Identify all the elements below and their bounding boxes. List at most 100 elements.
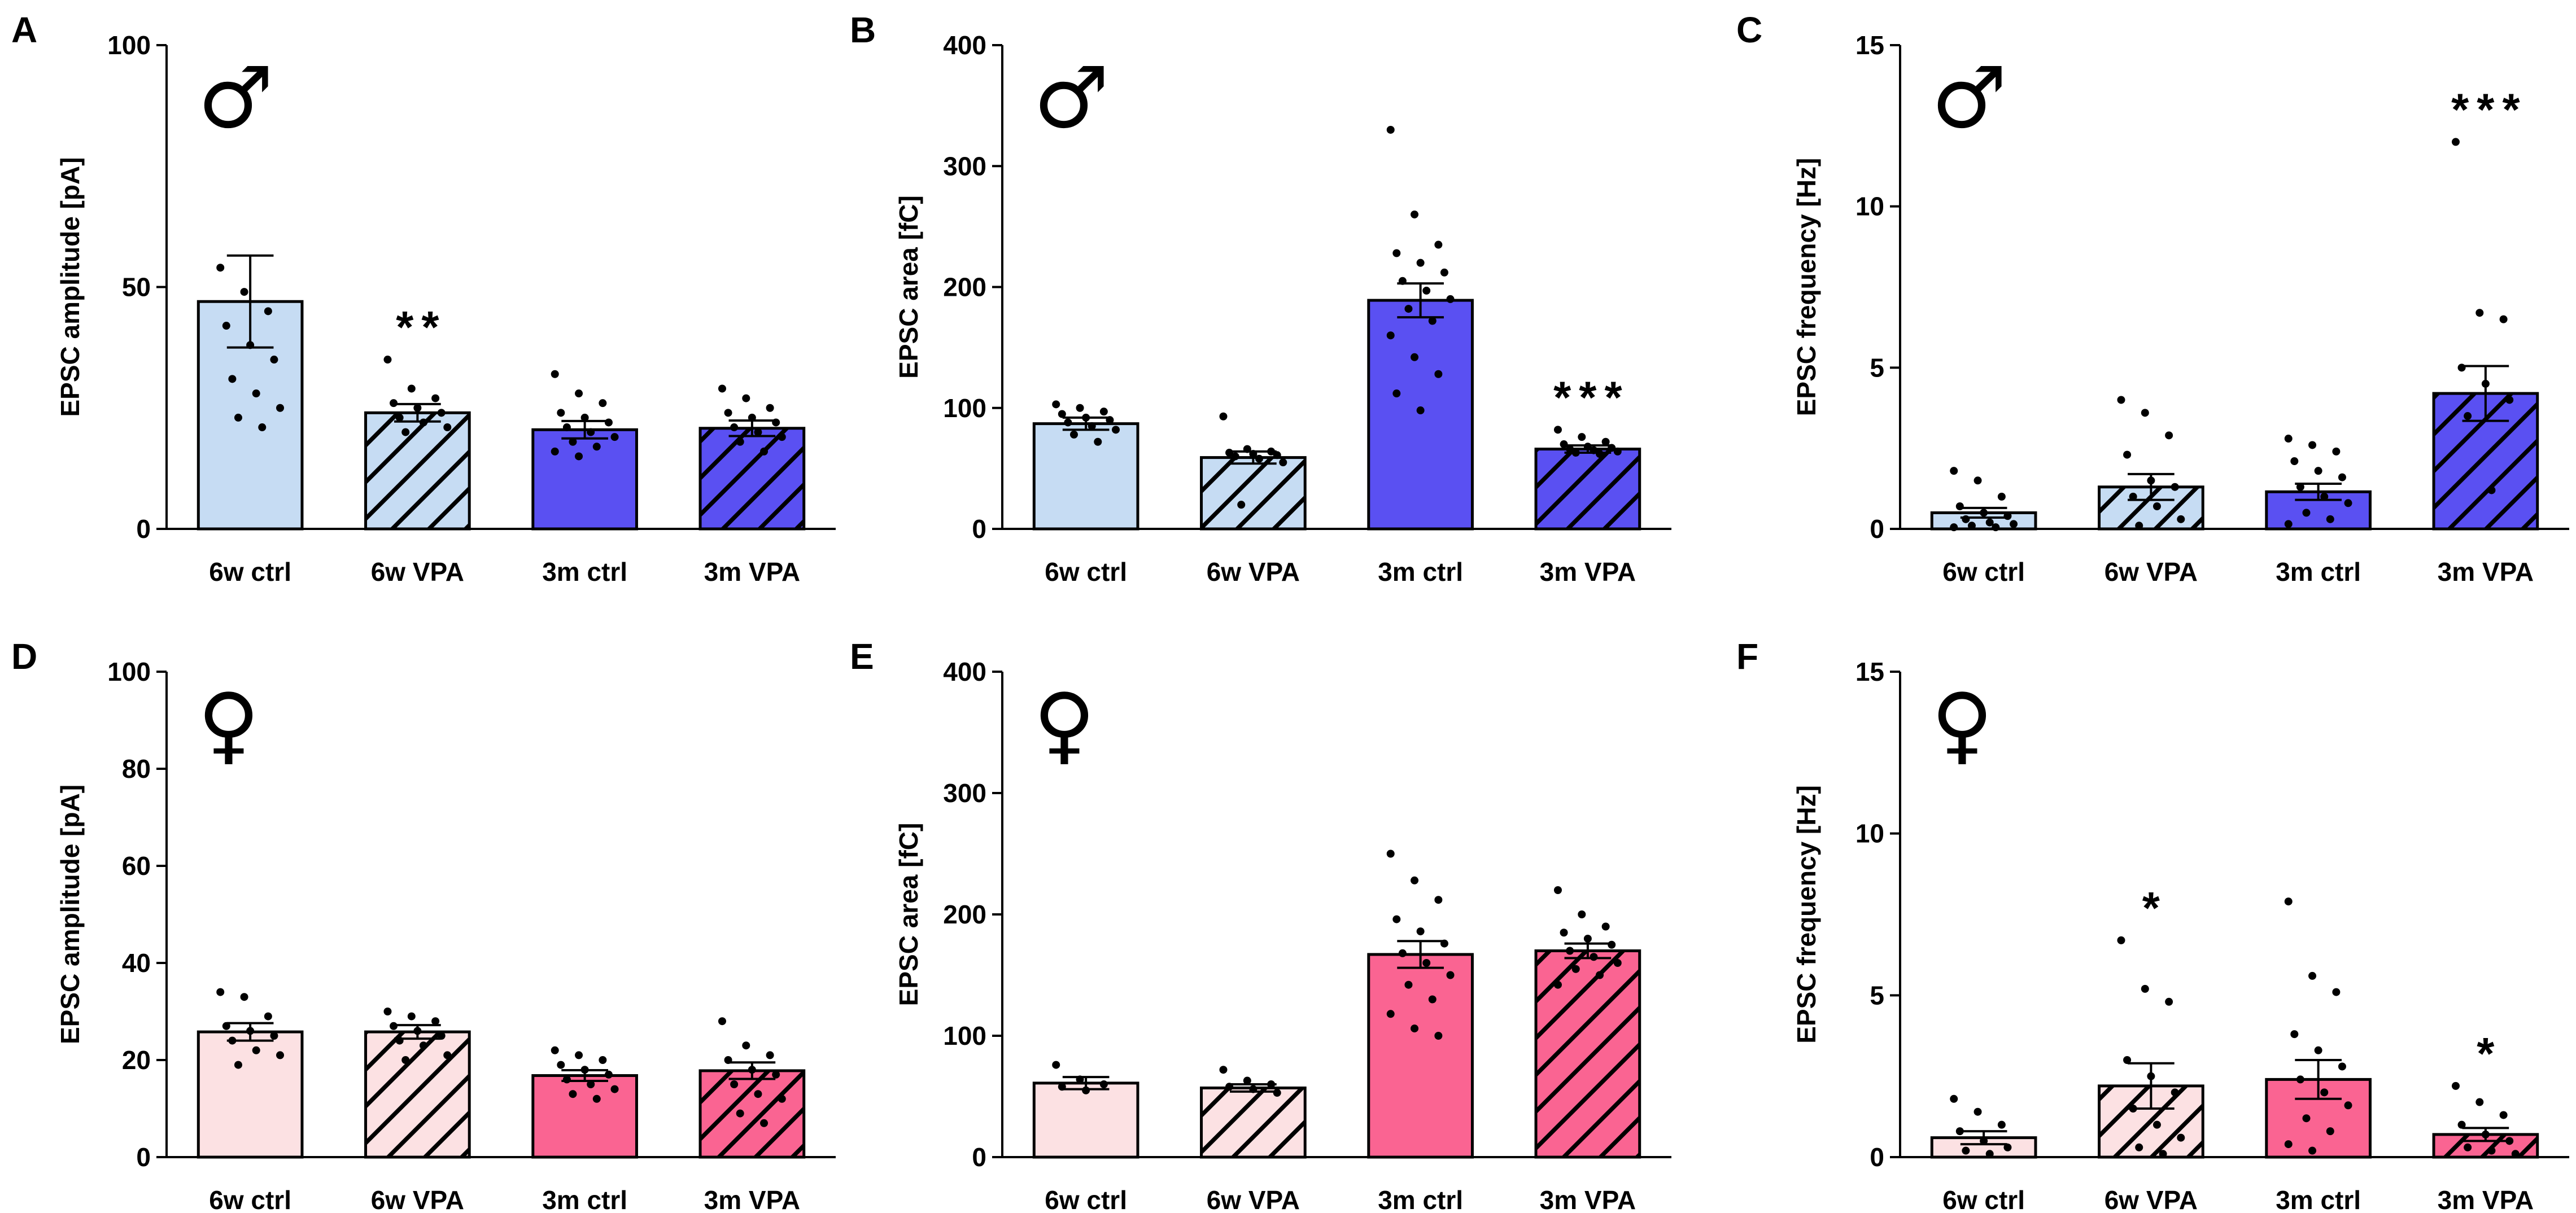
y-tick-label: 15	[1855, 30, 1884, 60]
x-tick-label: 6w ctrl	[1942, 557, 2025, 586]
data-point	[443, 423, 452, 432]
x-tick-label: 3m ctrl	[1378, 557, 1463, 586]
data-point	[718, 384, 726, 393]
data-point	[742, 1041, 750, 1050]
data-point	[2499, 315, 2508, 323]
data-point	[1267, 1080, 1276, 1088]
y-tick-label: 0	[136, 514, 151, 544]
data-point	[587, 428, 595, 436]
y-tick-label: 100	[107, 30, 151, 60]
data-point	[2505, 396, 2514, 404]
data-point	[443, 1051, 452, 1059]
data-point	[718, 1017, 726, 1026]
data-point	[2129, 1105, 2137, 1113]
data-point	[1980, 1137, 1988, 1145]
data-point	[575, 389, 583, 398]
y-tick-label: 200	[943, 900, 986, 929]
data-point	[401, 1056, 410, 1064]
data-point	[599, 399, 607, 408]
data-point	[407, 1012, 416, 1021]
data-point	[2464, 1143, 2472, 1151]
x-tick-label: 3m VPA	[2438, 557, 2534, 586]
data-point	[569, 437, 577, 446]
bar-3m-vpa	[1534, 949, 1641, 1159]
y-tick-label: 80	[122, 754, 151, 783]
data-point	[1392, 389, 1401, 398]
data-point	[2284, 1140, 2293, 1149]
x-tick-label: 3m VPA	[1540, 1185, 1636, 1213]
data-point	[754, 428, 762, 436]
data-point	[1392, 249, 1401, 257]
error-bar	[2295, 1059, 2342, 1100]
data-point	[228, 1036, 237, 1045]
data-point	[1411, 210, 1419, 218]
data-point	[1231, 452, 1239, 461]
data-point	[575, 1051, 583, 1059]
data-point	[2165, 431, 2173, 440]
data-point	[742, 394, 750, 402]
y-tick-label: 100	[107, 657, 151, 686]
data-point	[551, 1046, 559, 1054]
y-tick-label: 60	[122, 851, 151, 881]
bar-6w-vpa	[1200, 456, 1307, 531]
data-point	[1560, 440, 1568, 449]
bar-6w-ctrl	[197, 1030, 304, 1159]
data-point	[407, 384, 416, 393]
data-point	[1099, 408, 1108, 416]
data-point	[766, 404, 774, 412]
data-point	[270, 1032, 278, 1040]
data-point	[575, 452, 583, 461]
data-point	[228, 375, 237, 383]
data-point	[1411, 1024, 1419, 1033]
bar-3m-ctrl	[531, 428, 638, 531]
y-axis-label: EPSC area [fC]	[894, 823, 923, 1006]
data-point	[2487, 486, 2496, 494]
male-symbol-icon: ♂	[1931, 49, 2007, 147]
data-point	[2003, 512, 2012, 520]
data-point	[2344, 499, 2352, 507]
bar-3m-vpa	[698, 1069, 806, 1159]
data-point	[599, 1056, 607, 1064]
data-point	[1967, 522, 1976, 530]
data-point	[1560, 929, 1568, 937]
data-point	[1106, 416, 1114, 424]
data-point	[1058, 410, 1066, 418]
y-tick-label: 400	[943, 30, 986, 60]
data-point	[2314, 1046, 2322, 1054]
panel-letter: C	[1736, 10, 1762, 50]
y-tick-label: 200	[943, 273, 986, 302]
x-tick-label: 3m VPA	[704, 557, 800, 586]
data-point	[592, 443, 601, 451]
female-symbol-icon: ♀	[1931, 676, 1993, 774]
data-point	[1267, 447, 1276, 456]
x-tick-label: 3m ctrl	[542, 1185, 627, 1213]
significance-marker: **	[396, 302, 447, 352]
x-tick-label: 3m ctrl	[1378, 1185, 1463, 1213]
panel-letter: B	[850, 10, 876, 50]
data-point	[383, 1008, 392, 1015]
data-point	[1571, 965, 1580, 973]
data-point	[1225, 449, 1234, 457]
data-point	[413, 1027, 422, 1035]
x-tick-label: 6w ctrl	[1045, 1185, 1127, 1213]
data-point	[437, 1032, 446, 1040]
data-point	[748, 413, 756, 422]
x-tick-label: 3m VPA	[1540, 557, 1636, 586]
data-point	[431, 1017, 440, 1026]
y-tick-label: 100	[943, 1021, 986, 1050]
data-point	[1590, 446, 1598, 454]
data-point	[2135, 1143, 2143, 1151]
data-point	[557, 409, 565, 417]
data-point	[604, 1070, 613, 1079]
data-point	[1566, 445, 1574, 453]
data-point	[2457, 364, 2466, 372]
data-point	[222, 1022, 230, 1030]
data-point	[1219, 1066, 1228, 1074]
data-point	[1985, 1150, 1994, 1158]
data-point	[1249, 450, 1258, 458]
data-point	[736, 1109, 744, 1118]
data-point	[1553, 980, 1562, 989]
data-point	[1434, 1032, 1443, 1040]
data-point	[1583, 935, 1592, 943]
data-point	[2320, 492, 2329, 501]
